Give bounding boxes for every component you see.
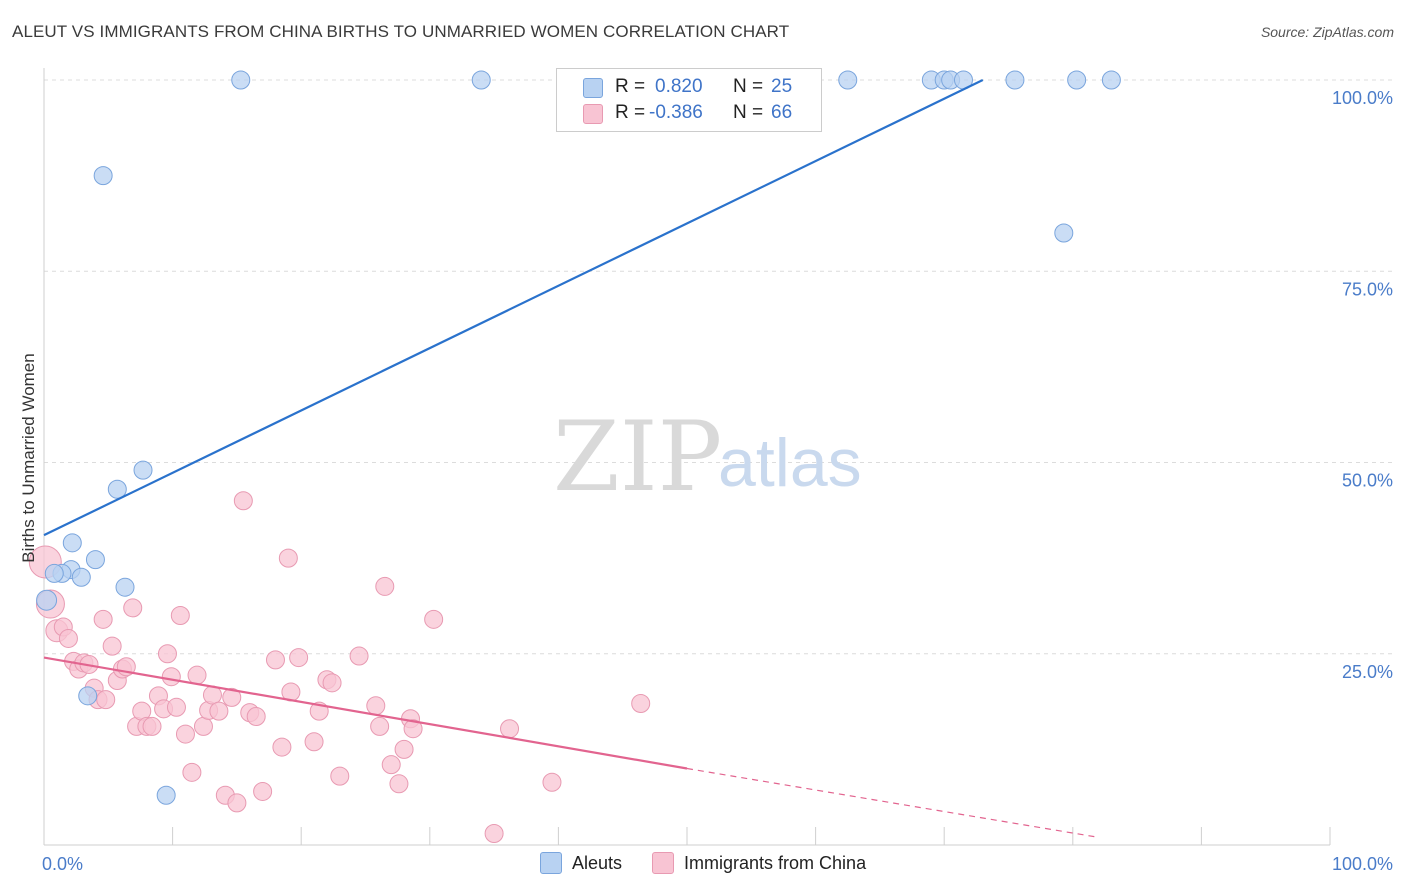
- china-point: [304, 732, 324, 752]
- china-point: [403, 719, 423, 739]
- legend-r-value: -0.386: [649, 102, 703, 123]
- legend-n-label: N =: [733, 102, 764, 123]
- aleut-point: [1101, 70, 1121, 90]
- china-point: [381, 755, 401, 775]
- china-point: [253, 781, 273, 801]
- china-point: [366, 696, 386, 716]
- y-axis-label: Births to Unmarried Women: [19, 353, 38, 562]
- legend: R = 0.820 N = 25 R = -0.386 N = 66: [556, 68, 822, 132]
- bottom-legend-swatch-china: [652, 852, 675, 874]
- y-tick-label: 100.0%: [1332, 88, 1393, 108]
- series-china-points: [28, 491, 651, 844]
- china-point: [330, 766, 350, 786]
- aleut-point: [44, 563, 64, 583]
- china-point: [170, 606, 190, 625]
- chart-title: ALEUT VS IMMIGRANTS FROM CHINA BIRTHS TO…: [12, 22, 790, 41]
- trend-line-china: [43, 656, 688, 770]
- aleut-point: [93, 166, 113, 186]
- aleut-point: [838, 70, 858, 90]
- china-point: [209, 701, 229, 721]
- aleut-point: [36, 589, 58, 611]
- china-point: [424, 609, 444, 629]
- y-tick-label: 50.0%: [1342, 471, 1393, 491]
- china-point: [182, 762, 202, 782]
- legend-n-value: 25: [771, 76, 793, 97]
- aleut-point: [115, 577, 135, 597]
- china-point: [58, 628, 78, 648]
- china-point: [542, 772, 562, 792]
- trend-line-china-extension: [686, 767, 1099, 838]
- legend-swatch-aleut: [583, 78, 603, 98]
- bottom-legend-label-aleut: Aleuts: [572, 852, 623, 873]
- china-point: [289, 648, 309, 668]
- china-point: [233, 491, 253, 511]
- china-point: [370, 716, 390, 736]
- aleut-point: [1067, 70, 1087, 90]
- trend-line-aleut: [43, 79, 984, 537]
- china-point: [142, 716, 162, 736]
- axes: [43, 68, 1331, 846]
- tick-labels: 25.0% 50.0% 75.0% 100.0% 0.0% 100.0%: [42, 88, 1393, 874]
- china-point: [349, 646, 369, 666]
- china-point: [272, 737, 292, 757]
- x-tick-label: 100.0%: [1332, 854, 1393, 874]
- china-point: [227, 793, 247, 813]
- legend-n-value: 66: [771, 102, 793, 123]
- bottom-legend-label-china: Immigrants from China: [684, 852, 867, 873]
- china-point: [322, 673, 342, 693]
- source-label: Source: ZipAtlas.com: [1260, 24, 1394, 40]
- watermark-atlas: atlas: [718, 425, 862, 501]
- watermark-zip: ZIP: [553, 401, 722, 513]
- china-point: [389, 774, 409, 794]
- china-point: [278, 548, 298, 568]
- bottom-legend-aleut[interactable]: Aleuts: [540, 852, 622, 874]
- legend-r-label: R =: [615, 102, 646, 123]
- aleut-point: [71, 567, 91, 587]
- china-point: [500, 719, 520, 739]
- aleut-point: [62, 533, 82, 553]
- china-point: [193, 716, 213, 736]
- aleut-point: [107, 479, 127, 499]
- china-point: [265, 650, 285, 670]
- china-point: [102, 636, 122, 656]
- series-aleut-points: [36, 70, 1121, 805]
- aleut-point: [133, 460, 153, 480]
- legend-n-label: N =: [733, 76, 764, 97]
- y-tick-label: 25.0%: [1342, 662, 1393, 682]
- trend-lines: [43, 79, 1099, 838]
- china-point: [375, 576, 395, 596]
- aleut-point: [231, 70, 251, 90]
- china-point: [484, 824, 504, 844]
- china-point: [93, 609, 113, 629]
- bottom-legend-china[interactable]: Immigrants from China: [652, 852, 866, 874]
- y-tick-label: 75.0%: [1342, 279, 1393, 299]
- legend-r-label: R =: [615, 76, 646, 97]
- china-point: [246, 706, 266, 726]
- china-point: [631, 693, 651, 713]
- china-point: [157, 644, 177, 664]
- bottom-legend-swatch-aleut: [540, 852, 562, 874]
- china-point: [175, 724, 195, 744]
- x-tick-label: 0.0%: [42, 854, 83, 874]
- legend-r-value: 0.820: [655, 76, 703, 97]
- aleut-point: [1005, 70, 1025, 90]
- china-point: [123, 598, 143, 618]
- aleut-point: [156, 785, 176, 805]
- china-point: [222, 687, 242, 707]
- china-point: [187, 665, 207, 685]
- aleut-point: [471, 70, 491, 90]
- china-point: [96, 690, 116, 710]
- bottom-legend: Aleuts Immigrants from China: [540, 852, 896, 874]
- aleut-point: [85, 550, 105, 570]
- china-point: [161, 667, 181, 687]
- aleut-point: [78, 686, 98, 706]
- grid-lines: [44, 79, 1394, 655]
- legend-swatch-china: [583, 104, 603, 124]
- aleut-point: [1054, 223, 1074, 243]
- china-point: [166, 697, 186, 717]
- china-point: [394, 739, 414, 759]
